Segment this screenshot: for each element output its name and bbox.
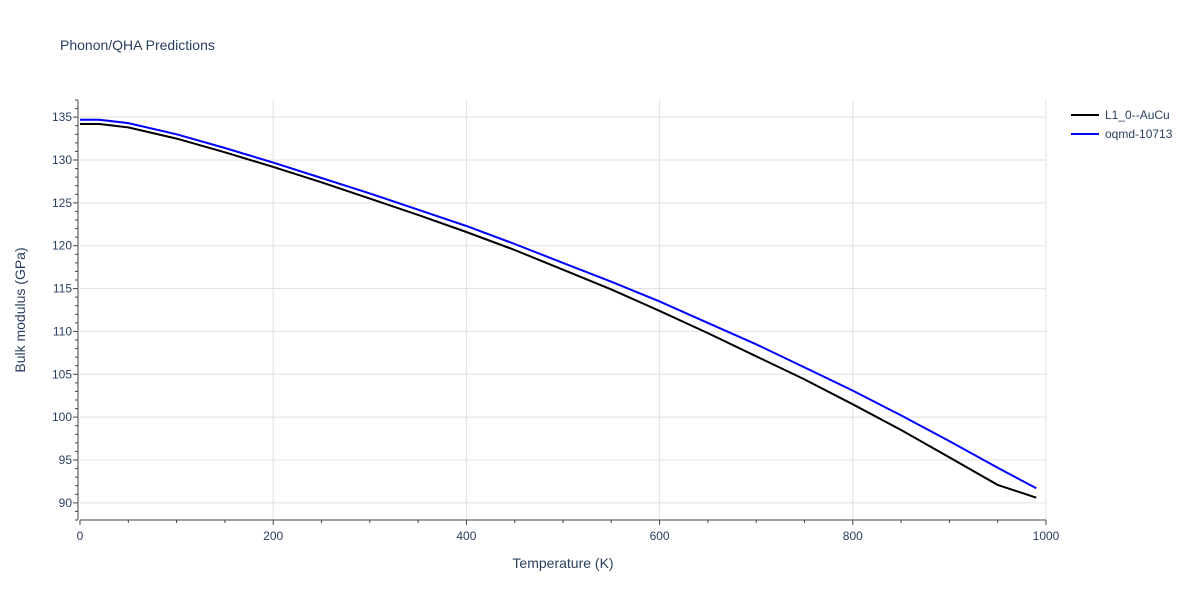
y-tick-label: 95 xyxy=(59,453,73,467)
y-tick-label: 135 xyxy=(52,110,72,124)
series-line-L1_0--AuCu[interactable] xyxy=(80,123,1037,499)
legend-label: oqmd-10713 xyxy=(1105,127,1173,141)
y-tick-label: 125 xyxy=(52,196,72,210)
legend-label: L1_0--AuCu xyxy=(1105,108,1170,122)
y-tick-label: 100 xyxy=(52,410,72,424)
x-tick-label: 1000 xyxy=(1033,529,1060,543)
chart-title: Phonon/QHA Predictions xyxy=(60,37,215,53)
x-tick-label: 800 xyxy=(843,529,863,543)
x-axis-title: Temperature (K) xyxy=(512,555,613,571)
legend-item[interactable]: oqmd-10713 xyxy=(1071,127,1173,141)
legend[interactable]: L1_0--AuCu oqmd-10713 xyxy=(1071,108,1173,141)
x-tick-label: 400 xyxy=(456,529,476,543)
y-tick-label: 130 xyxy=(52,153,72,167)
y-tick-label: 115 xyxy=(53,282,72,296)
series-line-oqmd-10713[interactable] xyxy=(80,118,1037,490)
axes xyxy=(73,99,1047,525)
x-tick-label: 600 xyxy=(650,529,670,543)
y-tick-label: 105 xyxy=(52,367,72,381)
y-tick-label: 110 xyxy=(53,324,72,338)
y-tick-label: 90 xyxy=(59,496,73,510)
series-lines xyxy=(80,118,1037,499)
y-tick-label: 120 xyxy=(52,239,72,253)
x-tick-label: 200 xyxy=(263,529,283,543)
x-tick-label: 0 xyxy=(77,529,84,543)
y-axis-title: Bulk modulus (GPa) xyxy=(12,247,28,372)
tick-labels: 0 200 400 600 800 1000 90 95 100 105 110 115 120 125 1… xyxy=(52,110,1060,543)
grid xyxy=(80,100,1047,520)
legend-item[interactable]: L1_0--AuCu xyxy=(1071,108,1170,122)
